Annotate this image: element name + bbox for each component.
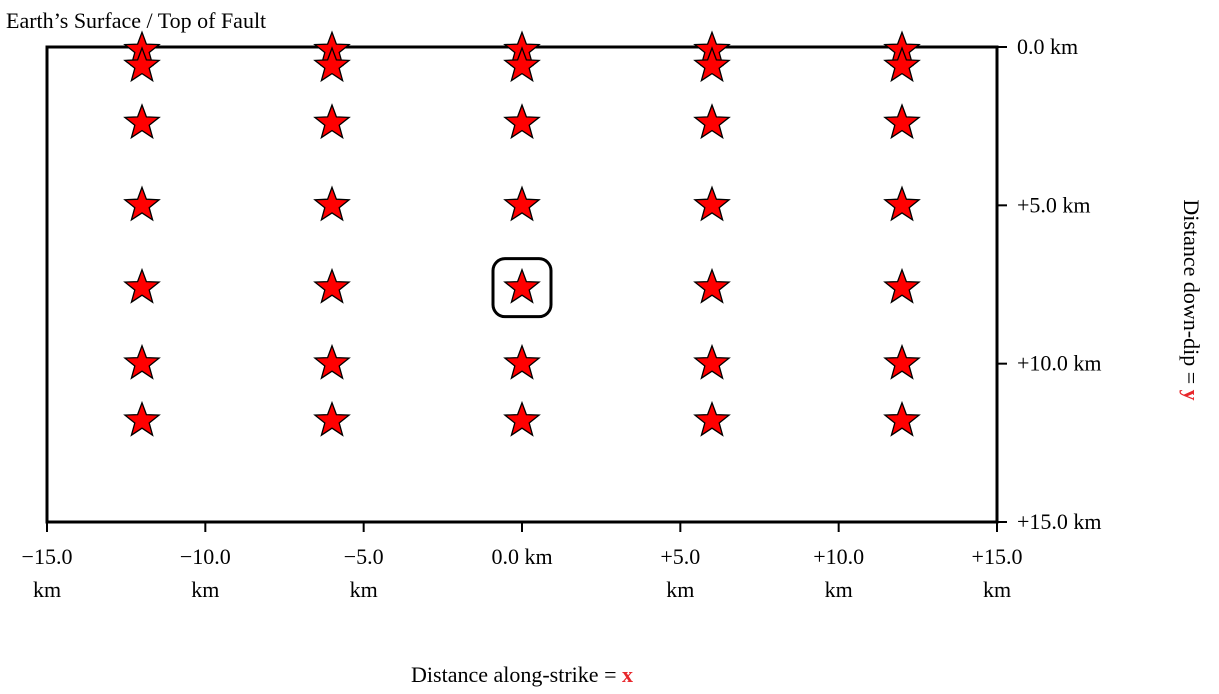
- y-label-var: y: [1179, 390, 1204, 401]
- y-tick-label: +5.0 km: [1017, 192, 1091, 217]
- star-marker: [503, 103, 541, 140]
- star-marker: [123, 185, 161, 222]
- x-tick-label: +5.0 km: [660, 544, 701, 602]
- y-axis-label: Distance down-dip = y: [1179, 199, 1204, 400]
- y-tick-label: +15.0 km: [1017, 509, 1102, 534]
- star-marker: [883, 185, 921, 222]
- star-marker: [313, 343, 351, 380]
- star-marker: [693, 267, 731, 304]
- star-marker: [503, 46, 541, 83]
- y-tick-label: 0.0 km: [1017, 34, 1078, 59]
- star-marker: [883, 267, 921, 304]
- star-marker: [123, 267, 161, 304]
- star-marker: [313, 103, 351, 140]
- x-axis-label: Distance along-strike = x: [411, 662, 633, 687]
- star-marker: [313, 400, 351, 437]
- star-marker: [123, 46, 161, 83]
- star-marker: [693, 103, 731, 140]
- star-marker: [693, 343, 731, 380]
- star-marker: [503, 400, 541, 437]
- star-marker: [503, 343, 541, 380]
- star-marker: [123, 103, 161, 140]
- y-tick-label: +10.0 km: [1017, 351, 1102, 376]
- star-marker: [883, 343, 921, 380]
- x-tick-label: −10.0 km: [179, 544, 231, 602]
- star-marker: [503, 267, 541, 304]
- star-marker: [693, 185, 731, 222]
- x-tick-label: +15.0 km: [971, 544, 1023, 602]
- x-label-text: Distance along-strike =: [411, 662, 616, 687]
- star-marker: [693, 400, 731, 437]
- star-marker: [313, 185, 351, 222]
- star-marker: [883, 46, 921, 83]
- star-marker: [123, 400, 161, 437]
- star-marker: [693, 46, 731, 83]
- highlight-box: [491, 257, 553, 319]
- star-marker: [123, 343, 161, 380]
- x-tick-label: −5.0 km: [343, 544, 384, 602]
- chart-title: Earth’s Surface / Top of Fault: [6, 8, 266, 33]
- star-marker: [883, 400, 921, 437]
- x-tick-label: −15.0 km: [21, 544, 73, 602]
- star-marker: [883, 103, 921, 140]
- x-tick-label: 0.0 km: [491, 544, 553, 569]
- y-label-text: Distance down-dip =: [1179, 199, 1204, 384]
- star-marker: [503, 185, 541, 222]
- star-marker: [313, 46, 351, 83]
- x-label-var: x: [622, 662, 633, 687]
- star-marker: [313, 267, 351, 304]
- x-tick-label: +10.0 km: [813, 544, 865, 602]
